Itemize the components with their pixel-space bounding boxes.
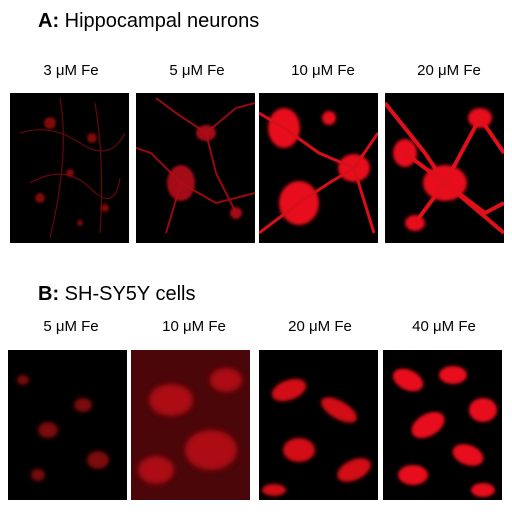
neuron-image-20uM [385, 93, 504, 243]
sh-sy5y-image-40uM [383, 350, 502, 500]
neuron-image-5uM [136, 93, 255, 243]
section-b-label-3: 20 μM Fe [288, 318, 352, 335]
neuron-micrograph-10uM [259, 108, 378, 235]
section-a-heading: A: Hippocampal neurons [38, 10, 259, 33]
section-b-label-2: 10 μM Fe [162, 318, 226, 335]
sh-sy5y-image-5uM [8, 350, 127, 500]
sh-sy5y-image-20uM [259, 350, 378, 500]
section-b-heading: B: SH-SY5Y cells [38, 283, 195, 306]
section-a-label-2: 5 μM Fe [169, 62, 225, 79]
section-a-title: Hippocampal neurons [64, 10, 260, 32]
sh-sy5y-micrograph-40uM [392, 366, 497, 497]
section-b-label-4: 40 μM Fe [412, 318, 476, 335]
sh-sy5y-micrograph-5uM [17, 375, 109, 481]
sh-sy5y-micrograph-10uM [131, 350, 250, 500]
section-a-letter: A: [38, 10, 60, 32]
section-b-label-1: 5 μM Fe [43, 318, 99, 335]
neuron-image-10uM [259, 93, 378, 243]
section-b-letter: B: [38, 283, 60, 305]
neuron-micrograph-3uM [19, 97, 126, 239]
section-a-label-1: 3 μM Fe [43, 62, 99, 79]
neuron-micrograph-5uM [136, 97, 255, 234]
section-a-label-3: 10 μM Fe [291, 62, 355, 79]
section-b-title: SH-SY5Y cells [64, 283, 196, 305]
neuron-micrograph-20uM [385, 101, 504, 235]
section-a-label-4: 20 μM Fe [417, 62, 481, 79]
neuron-image-3uM [10, 93, 129, 243]
sh-sy5y-micrograph-20uM [262, 378, 371, 496]
sh-sy5y-image-10uM [131, 350, 250, 500]
